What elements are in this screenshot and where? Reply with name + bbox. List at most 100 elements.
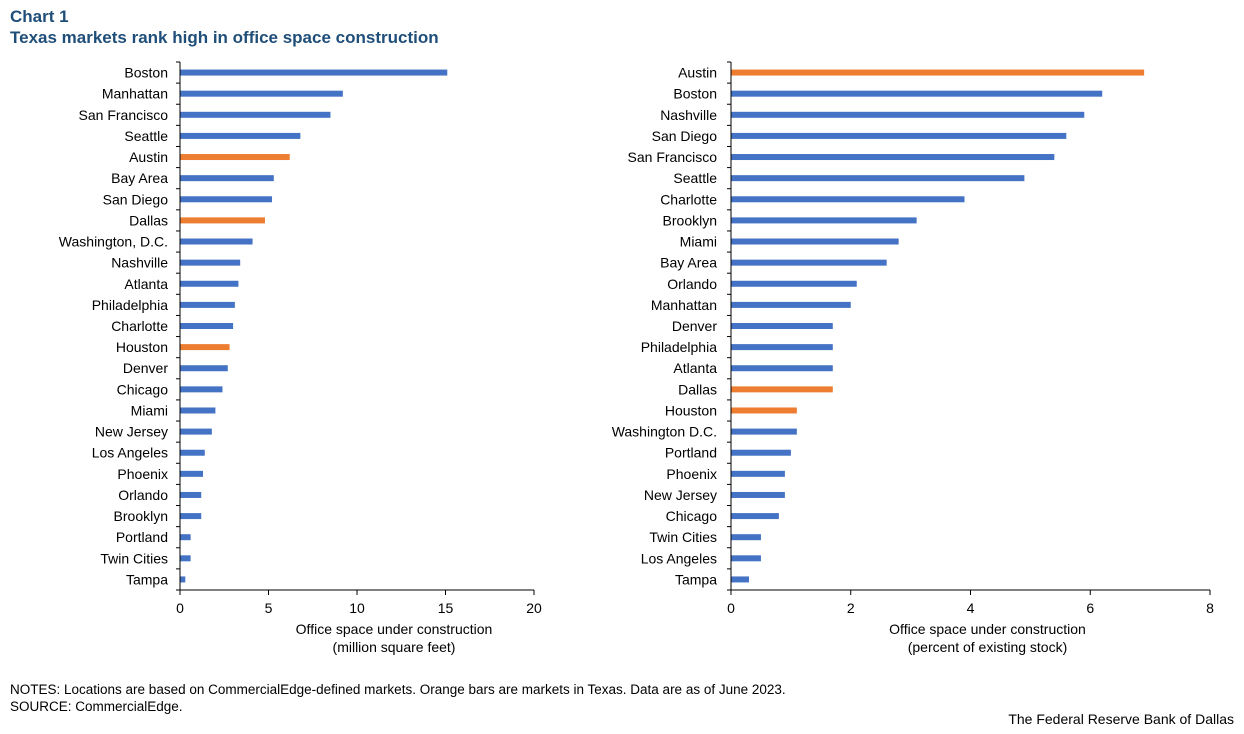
right-category-label-17: Washington D.C. — [612, 424, 717, 440]
right-bar-18 — [731, 449, 791, 456]
left-x-tick-label-1: 5 — [265, 600, 273, 616]
left-bar-14 — [180, 365, 228, 372]
left-bar-10 — [180, 280, 239, 287]
left-category-label-17: New Jersey — [95, 424, 168, 440]
right-category-label-22: Twin Cities — [649, 529, 717, 545]
left-bar-6 — [180, 196, 273, 203]
right-bar-8 — [731, 238, 899, 245]
left-bar-2 — [180, 111, 331, 118]
right-category-label-1: Boston — [673, 86, 717, 102]
left-bar-16 — [180, 407, 216, 414]
right-x-axis-title-line-1: (percent of existing stock) — [908, 639, 1068, 655]
left-bar-3 — [180, 132, 301, 139]
left-x-tick-label-0: 0 — [176, 600, 184, 616]
right-category-label-3: San Diego — [652, 128, 718, 144]
left-category-label-1: Manhattan — [102, 86, 168, 102]
left-bar-7 — [180, 217, 265, 224]
right-bar-21 — [731, 513, 779, 520]
left-category-label-6: San Diego — [103, 191, 169, 207]
right-category-label-4: San Francisco — [628, 149, 718, 165]
right-bar-15 — [731, 386, 833, 393]
left-bar-17 — [180, 428, 212, 435]
right-x-tick-label-4: 8 — [1206, 600, 1214, 616]
left-x-axis-title-line-1: (million square feet) — [333, 639, 456, 655]
left-bar-23 — [180, 555, 191, 562]
right-category-label-2: Nashville — [660, 107, 717, 123]
right-bar-17 — [731, 428, 797, 435]
right-bar-11 — [731, 301, 851, 308]
right-bar-24 — [731, 576, 749, 583]
left-bar-20 — [180, 491, 202, 498]
right-category-label-10: Orlando — [667, 276, 717, 292]
left-bar-8 — [180, 238, 253, 245]
left-category-label-16: Miami — [131, 402, 168, 418]
right-bar-0 — [731, 69, 1145, 76]
right-bar-3 — [731, 132, 1067, 139]
right-category-label-15: Dallas — [678, 381, 717, 397]
left-bar-5 — [180, 175, 274, 182]
right-bar-5 — [731, 175, 1025, 182]
left-bar-4 — [180, 154, 290, 161]
right-category-label-18: Portland — [665, 445, 717, 461]
left-bar-15 — [180, 386, 223, 393]
left-category-label-7: Dallas — [129, 212, 168, 228]
left-x-axis-title-line-0: Office space under construction — [296, 621, 493, 637]
right-x-axis-title-line-0: Office space under construction — [889, 621, 1086, 637]
left-category-label-12: Charlotte — [111, 318, 168, 334]
right-bar-1 — [731, 90, 1103, 97]
left-bar-19 — [180, 470, 204, 477]
right-category-label-14: Atlanta — [673, 360, 717, 376]
left-category-label-24: Tampa — [126, 571, 168, 587]
left-category-label-14: Denver — [123, 360, 168, 376]
right-bar-4 — [731, 154, 1055, 161]
right-bar-22 — [731, 534, 761, 541]
right-x-tick-label-3: 6 — [1086, 600, 1094, 616]
right-bar-12 — [731, 323, 833, 329]
left-bar-18 — [180, 449, 205, 456]
right-bar-19 — [731, 470, 785, 477]
right-category-label-16: Houston — [665, 402, 717, 418]
right-bar-16 — [731, 407, 797, 414]
right-category-label-9: Bay Area — [660, 255, 717, 271]
right-x-tick-label-2: 4 — [967, 600, 975, 616]
right-category-label-11: Manhattan — [651, 297, 717, 313]
right-bar-6 — [731, 196, 965, 203]
left-category-label-11: Philadelphia — [92, 297, 168, 313]
left-category-label-3: Seattle — [124, 128, 168, 144]
left-category-label-2: San Francisco — [79, 107, 169, 123]
title-block: Chart 1 Texas markets rank high in offic… — [10, 6, 439, 48]
notes-text: NOTES: Locations are based on Commercial… — [10, 682, 786, 697]
left-category-label-5: Bay Area — [111, 170, 168, 186]
left-category-label-21: Brooklyn — [114, 508, 168, 524]
left-bar-11 — [180, 301, 235, 308]
left-bar-21 — [180, 513, 202, 520]
left-bar-9 — [180, 259, 241, 266]
left-bar-12 — [180, 323, 234, 329]
right-category-label-20: New Jersey — [644, 487, 717, 503]
right-bar-9 — [731, 259, 887, 266]
right-bar-2 — [731, 111, 1085, 118]
right-bar-20 — [731, 491, 785, 498]
left-category-label-19: Phoenix — [117, 466, 168, 482]
right-category-label-8: Miami — [680, 234, 717, 250]
credit-text: The Federal Reserve Bank of Dallas — [1008, 711, 1234, 727]
right-category-label-21: Chicago — [666, 508, 718, 524]
left-category-label-0: Boston — [124, 65, 168, 81]
right-category-label-5: Seattle — [673, 170, 717, 186]
right-category-label-19: Phoenix — [666, 466, 717, 482]
left-bar-22 — [180, 534, 191, 541]
right-category-label-24: Tampa — [675, 571, 717, 587]
right-category-label-6: Charlotte — [660, 191, 717, 207]
right-bar-10 — [731, 280, 857, 287]
right-bar-14 — [731, 365, 833, 372]
left-category-label-9: Nashville — [111, 255, 168, 271]
right-category-label-12: Denver — [672, 318, 717, 334]
left-x-tick-label-2: 10 — [349, 600, 365, 616]
left-category-label-20: Orlando — [118, 487, 168, 503]
right-category-label-13: Philadelphia — [641, 339, 717, 355]
left-category-label-10: Atlanta — [124, 276, 168, 292]
source-text: SOURCE: CommercialEdge. — [10, 699, 183, 714]
notes-block: NOTES: Locations are based on Commercial… — [10, 681, 786, 715]
left-x-tick-label-4: 20 — [526, 600, 542, 616]
